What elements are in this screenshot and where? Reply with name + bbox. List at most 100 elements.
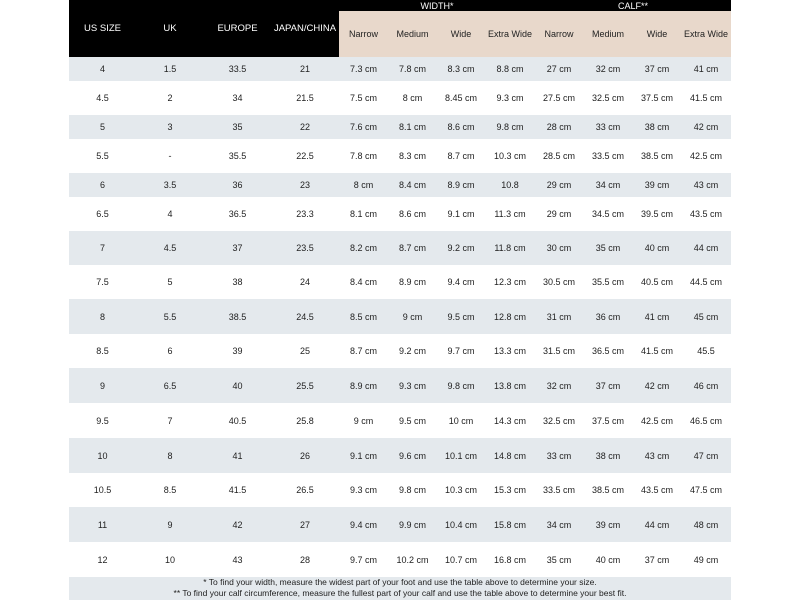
table-row: 4.5 2 34 21.5 7.5 cm 8 cm 8.45 cm 9.3 cm 27.5 cm… [69, 81, 731, 115]
cell-europe: 35 [232, 122, 243, 132]
table-row: 9.5 7 40.5 25.8 9 cm 9.5 cm 10 cm 14.3 cm 32.5 c… [69, 403, 731, 438]
size-chart-table: US SIZE UK EUROPE JAPAN/CHINA WIDTH* CAL… [69, 0, 731, 600]
cell-width-wide: 9.1 cm [447, 209, 475, 219]
cell-width-extra-wide: 10.8 [501, 180, 519, 190]
cell-europe: 34 [232, 93, 243, 103]
cell-calf-narrow: 31 cm [546, 311, 572, 322]
cell-calf-wide: 39.5 cm [640, 209, 673, 219]
cell-calf-extra-wide: 44 cm [693, 243, 719, 253]
cell-width-medium: 8 cm [402, 93, 423, 103]
cell-calf-narrow: 34 cm [546, 519, 572, 530]
cell-calf-extra-wide: 43 cm [693, 180, 719, 190]
cell-japan-china: 28 [299, 554, 310, 565]
subheader-width-extra-wide: Extra Wide [485, 11, 535, 57]
cell-width-narrow: 9.4 cm [349, 519, 377, 530]
cell-europe: 41 [232, 450, 243, 461]
cell-calf-wide: 41.5 cm [640, 346, 673, 356]
cell-width-narrow: 7.5 cm [349, 93, 377, 103]
cell-width-narrow: 9.3 cm [349, 485, 377, 495]
cell-width-wide: 9.7 cm [447, 346, 475, 356]
cell-uk: 1.5 [163, 64, 177, 74]
cell-calf-wide: 37 cm [644, 64, 670, 74]
cell-us-size: 4 [99, 64, 105, 74]
cell-uk: 5.5 [163, 311, 177, 322]
cell-width-extra-wide: 12.3 cm [493, 277, 526, 287]
cell-width-wide: 10.7 cm [444, 554, 477, 565]
subheader-calf-medium: Medium [583, 11, 633, 57]
cell-width-medium: 9.8 cm [398, 485, 426, 495]
cell-width-medium: 8.7 cm [398, 243, 426, 253]
table-row: 10.5 8.5 41.5 26.5 9.3 cm 9.8 cm 10.3 cm 15.3 c… [69, 473, 731, 507]
cell-width-medium: 9.6 cm [398, 450, 426, 461]
subheader-width-medium: Medium [388, 11, 437, 57]
cell-us-size: 10.5 [93, 485, 112, 495]
cell-japan-china: 22 [299, 122, 310, 132]
table-row: 11 9 42 27 9.4 cm 9.9 cm 10.4 cm 15.8 cm 34 cm 39… [69, 507, 731, 542]
cell-width-medium: 10.2 cm [396, 554, 429, 565]
cell-uk: 7 [167, 415, 173, 426]
cell-uk: - [168, 151, 172, 161]
table-row: 9 6.5 40 25.5 8.9 cm 9.3 cm 9.8 cm 13.8 cm 32 cm… [69, 368, 731, 403]
cell-us-size: 5 [99, 122, 105, 132]
cell-width-extra-wide: 14.3 cm [493, 415, 526, 426]
cell-width-narrow: 7.3 cm [349, 64, 377, 74]
cell-width-narrow: 7.8 cm [349, 151, 377, 161]
cell-uk: 6.5 [163, 380, 177, 391]
cell-width-wide: 10.4 cm [444, 519, 477, 530]
table-row: 5 3 35 22 7.6 cm 8.1 cm 8.6 cm 9.8 cm 28 cm 33 cm… [69, 115, 731, 139]
cell-width-narrow: 8.2 cm [349, 243, 377, 253]
cell-europe: 36.5 [228, 209, 247, 219]
cell-width-extra-wide: 10.3 cm [493, 151, 526, 161]
cell-us-size: 10 [97, 450, 108, 461]
cell-width-medium: 7.8 cm [398, 64, 426, 74]
subheader-width-wide: Wide [437, 11, 485, 57]
cell-calf-extra-wide: 47.5 cm [689, 485, 722, 495]
cell-us-size: 7.5 [96, 277, 109, 287]
cell-width-medium: 8.4 cm [398, 180, 426, 190]
cell-calf-extra-wide: 42.5 cm [689, 151, 722, 161]
cell-us-size: 8 [99, 311, 105, 322]
cell-uk: 8.5 [163, 485, 177, 495]
cell-us-size: 6.5 [96, 209, 109, 219]
cell-calf-narrow: 27 cm [546, 64, 572, 74]
table-row: 8.5 6 39 25 8.7 cm 9.2 cm 9.7 cm 13.3 cm 31.5 cm… [69, 334, 731, 368]
cell-europe: 42 [232, 519, 243, 530]
header-uk: UK [136, 0, 204, 57]
cell-calf-narrow: 28 cm [546, 122, 572, 132]
footnotes: * To find your width, measure the widest… [69, 577, 731, 600]
cell-europe: 38 [232, 277, 243, 287]
cell-calf-extra-wide: 49 cm [693, 554, 719, 565]
cell-us-size: 11 [97, 519, 108, 530]
cell-width-narrow: 8.7 cm [349, 346, 377, 356]
cell-calf-narrow: 32.5 cm [542, 415, 575, 426]
cell-calf-wide: 37.5 cm [640, 93, 673, 103]
cell-europe: 36 [232, 180, 243, 190]
cell-calf-extra-wide: 41 cm [693, 64, 719, 74]
cell-width-extra-wide: 13.3 cm [493, 346, 526, 356]
cell-width-wide: 8.45 cm [444, 93, 477, 103]
cell-uk: 4 [167, 209, 173, 219]
cell-calf-medium: 35 cm [595, 243, 621, 253]
cell-width-narrow: 9.7 cm [349, 554, 377, 565]
cell-us-size: 8.5 [96, 346, 109, 356]
header-width-group: WIDTH* [339, 0, 535, 11]
cell-width-narrow: 8.4 cm [349, 277, 377, 287]
cell-width-medium: 8.9 cm [398, 277, 426, 287]
cell-width-wide: 10.1 cm [444, 450, 477, 461]
subheader-calf-narrow: Narrow [535, 11, 583, 57]
header-calf-group: CALF** [535, 0, 731, 11]
cell-europe: 33.5 [228, 64, 247, 74]
cell-calf-extra-wide: 47 cm [693, 450, 719, 461]
cell-uk: 9 [167, 519, 173, 530]
cell-calf-narrow: 29 cm [546, 180, 572, 190]
cell-width-extra-wide: 15.8 cm [493, 519, 526, 530]
cell-calf-medium: 33.5 cm [591, 151, 624, 161]
cell-uk: 3.5 [163, 180, 177, 190]
cell-width-wide: 8.9 cm [447, 180, 475, 190]
cell-us-size: 12 [97, 554, 108, 565]
cell-width-medium: 9.9 cm [398, 519, 426, 530]
footnote-width: * To find your width, measure the widest… [203, 577, 597, 587]
cell-calf-wide: 39 cm [644, 180, 670, 190]
table-row: 6 3.5 36 23 8 cm 8.4 cm 8.9 cm 10.8 29 cm 34 cm 39… [69, 173, 731, 197]
cell-calf-extra-wide: 46 cm [693, 380, 719, 391]
